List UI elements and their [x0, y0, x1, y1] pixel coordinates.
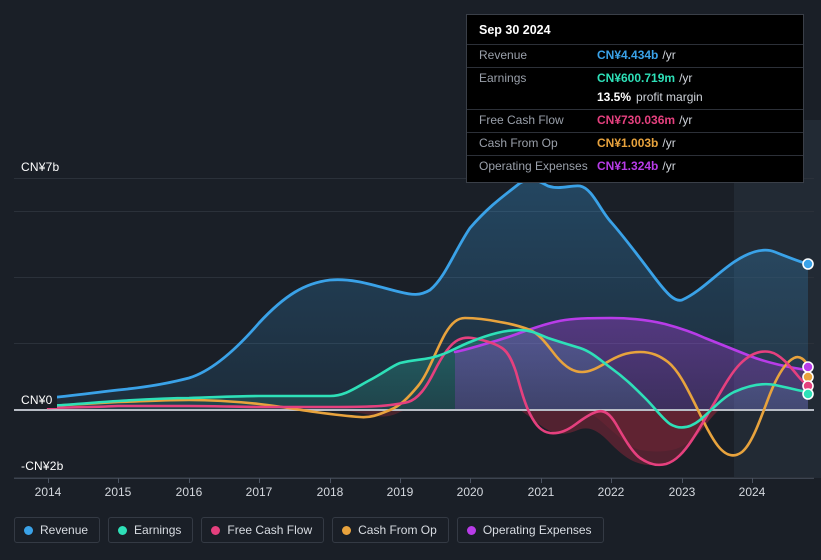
tooltip-row-free-cash-flow: Free Cash Flow CN¥730.036m /yr — [467, 109, 803, 132]
tooltip-key-earnings: Earnings — [479, 71, 527, 85]
tooltip-unit-cash-from-op: /yr — [662, 136, 676, 150]
tooltip-unit-earnings: /yr — [679, 71, 693, 85]
legend-item-label: Revenue — [40, 523, 89, 537]
legend-color-dot-icon — [24, 525, 33, 535]
x-axis-tick-mark — [189, 478, 190, 483]
x-axis-tick-label: 2018 — [316, 485, 344, 499]
x-axis-tick-mark — [470, 478, 471, 483]
tooltip-value-operating-expenses: CN¥1.324b — [597, 159, 659, 173]
x-axis-tick-label: 2023 — [668, 485, 696, 499]
legend-item-revenue[interactable]: Revenue — [14, 517, 101, 543]
tooltip-date: Sep 30 2024 — [479, 23, 551, 37]
x-axis-tick-label: 2020 — [456, 485, 484, 499]
tooltip-row-revenue: Revenue CN¥4.434b /yr — [467, 44, 803, 67]
chart-legend: Revenue Earnings Free Cash Flow Cash From O… — [14, 517, 604, 543]
operating-expenses-endpoint-dot — [802, 361, 814, 373]
x-axis-tick-mark — [541, 478, 542, 483]
earnings-line — [46, 328, 810, 429]
x-axis-tick-label: 2021 — [527, 485, 555, 499]
legend-item-free-cash-flow[interactable]: Free Cash Flow — [201, 517, 325, 543]
tooltip-key-revenue: Revenue — [479, 48, 528, 62]
x-axis-tick-mark — [400, 478, 401, 483]
y-axis-label-bottom: -CN¥2b — [19, 458, 69, 474]
revenue-line — [46, 178, 810, 400]
legend-item-earnings[interactable]: Earnings — [108, 517, 194, 543]
tooltip-key-free-cash-flow: Free Cash Flow — [479, 113, 564, 127]
x-axis-tick-label: 2024 — [738, 485, 766, 499]
tooltip-value-earnings: CN¥600.719m — [597, 71, 676, 85]
operating-expenses-line — [453, 316, 810, 372]
legend-item-label: Cash From Op — [358, 523, 437, 537]
tooltip-row-cash-from-op: Cash From Op CN¥1.003b /yr — [467, 132, 803, 155]
tooltip-key-operating-expenses: Operating Expenses — [479, 159, 588, 173]
legend-item-label: Operating Expenses — [482, 523, 592, 537]
x-axis-tick-mark — [259, 478, 260, 483]
legend-color-dot-icon — [342, 525, 352, 535]
x-axis-tick-label: 2022 — [597, 485, 625, 499]
x-axis-tick-mark — [330, 478, 331, 483]
tooltip-label-profit-margin: profit margin — [636, 90, 703, 104]
tooltip-unit-revenue: /yr — [662, 48, 676, 62]
y-axis-label-top: CN¥7b — [19, 159, 65, 175]
x-axis-tick-mark — [118, 478, 119, 483]
x-axis-tick-mark — [682, 478, 683, 483]
earnings-endpoint-dot — [802, 388, 814, 400]
tooltip-key-cash-from-op: Cash From Op — [479, 136, 558, 150]
tooltip-value-profit-margin: 13.5% — [597, 90, 632, 104]
x-axis-tick-label: 2016 — [175, 485, 203, 499]
x-axis-tick-mark — [611, 478, 612, 483]
x-axis: 2014 2015 2016 2017 2018 2019 2020 2021 2022 2023… — [0, 478, 821, 508]
negative-areas — [330, 410, 734, 466]
legend-color-dot-icon — [118, 525, 128, 535]
x-axis-tick-label: 2015 — [104, 485, 132, 499]
tooltip-row-operating-expenses: Operating Expenses CN¥1.324b /yr — [467, 155, 803, 178]
y-axis-label-zero: CN¥0 — [19, 392, 58, 408]
free-cash-flow-negative-area — [520, 410, 716, 466]
x-axis-tick-label: 2017 — [245, 485, 273, 499]
tooltip-unit-operating-expenses: /yr — [662, 159, 676, 173]
legend-item-label: Free Cash Flow — [227, 523, 313, 537]
tooltip-row-earnings: Earnings CN¥600.719m /yr — [467, 67, 803, 90]
legend-color-dot-icon — [211, 525, 221, 535]
tooltip-value-revenue: CN¥4.434b — [597, 48, 659, 62]
endpoint-markers — [802, 258, 814, 400]
free-cash-flow-line — [46, 336, 810, 467]
legend-item-cash-from-op[interactable]: Cash From Op — [332, 517, 449, 543]
revenue-endpoint-dot — [802, 258, 814, 270]
x-axis-tick-label: 2014 — [34, 485, 62, 499]
x-axis-tick-mark — [48, 478, 49, 483]
chart-tooltip: Sep 30 2024 Revenue CN¥4.434b /yr Earnin… — [466, 14, 804, 183]
tooltip-unit-free-cash-flow: /yr — [679, 113, 693, 127]
tooltip-value-free-cash-flow: CN¥730.036m — [597, 113, 676, 127]
legend-item-operating-expenses[interactable]: Operating Expenses — [456, 517, 604, 543]
tooltip-row-profit-margin: 13.5% profit margin — [467, 90, 803, 109]
tooltip-value-cash-from-op: CN¥1.003b — [597, 136, 659, 150]
x-axis-tick-mark — [752, 478, 753, 483]
x-axis-tick-label: 2019 — [386, 485, 414, 499]
legend-color-dot-icon — [466, 525, 476, 535]
legend-item-label: Earnings — [134, 523, 182, 537]
